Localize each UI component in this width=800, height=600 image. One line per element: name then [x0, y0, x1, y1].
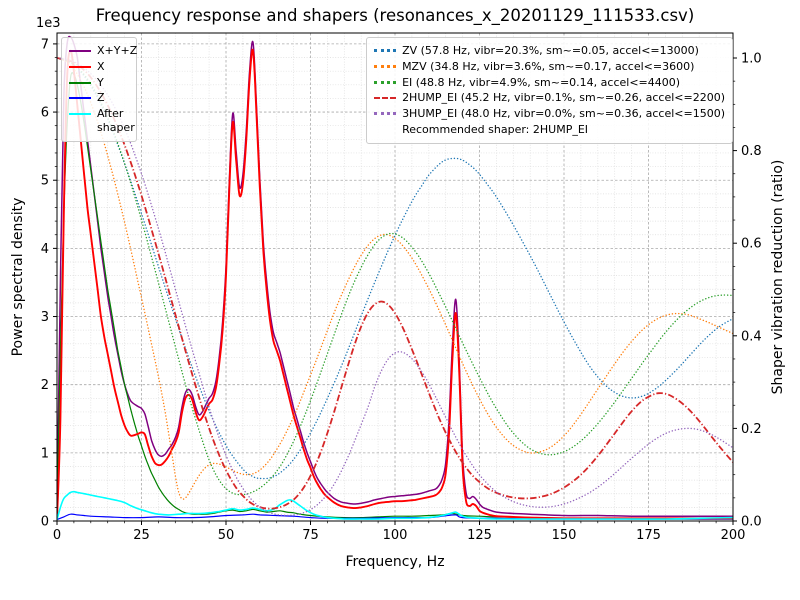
legend-item: MZV (34.8 Hz, vibr=3.6%, sm~=0.17, accel… — [374, 60, 725, 74]
legend-item-label: X+Y+Z — [97, 44, 138, 57]
legend-item-label: MZV (34.8 Hz, vibr=3.6%, sm~=0.17, accel… — [402, 59, 695, 73]
recommended-shaper-note: Recommended shaper: 2HUMP_EI — [374, 123, 725, 137]
legend-shapers: ZV (57.8 Hz, vibr=20.3%, sm~=0.05, accel… — [366, 37, 733, 144]
legend-item: 3HUMP_EI (48.0 Hz, vibr=0.0%, sm~=0.36, … — [374, 107, 725, 121]
legend-line-sample — [69, 65, 91, 68]
chart-title: Frequency response and shapers (resonanc… — [95, 6, 695, 25]
y-left-tick-label: 3 — [41, 310, 49, 325]
legend-item: Z — [69, 91, 129, 105]
y-right-tick-label: 0.2 — [741, 422, 762, 437]
legend-psd: X+Y+Z X Y Z After shaper — [61, 37, 137, 142]
x-tick-label: 125 — [467, 528, 492, 543]
legend-line-sample — [69, 50, 91, 52]
y-left-tick-label: 7 — [41, 37, 49, 52]
psd-line-y — [57, 72, 733, 520]
y-left-tick-label: 5 — [41, 174, 49, 189]
x-axis-label: Frequency, Hz — [345, 554, 445, 570]
psd — [57, 35, 733, 521]
axis-offset-label: 1e3 — [36, 16, 61, 31]
x-tick-label: 25 — [133, 528, 150, 543]
shaper — [57, 57, 733, 517]
psd-line-x — [57, 48, 733, 520]
y-left-tick-label: 0 — [41, 515, 49, 530]
shaper-line-mzv — [57, 57, 733, 500]
legend-line-sample — [374, 64, 397, 68]
axis-ticks: 0 25 50 75 100 125 150 175 200 0 1 2 3 4 5 6 7 0.0 0.2 0.4 0… — [41, 37, 762, 543]
legend-item-label: EI (48.8 Hz, vibr=4.9%, sm~=0.14, accel<… — [402, 75, 681, 89]
shaper-line-ei — [57, 57, 733, 496]
y-axis-label-left: Power spectral density — [10, 197, 26, 357]
legend-item: EI (48.8 Hz, vibr=4.9%, sm~=0.14, accel<… — [374, 76, 725, 90]
y-left-tick-label: 6 — [41, 106, 49, 121]
legend-item-label: X — [97, 59, 105, 73]
y-left-tick-label: 2 — [41, 378, 49, 393]
y-right-tick-label: 0.0 — [741, 515, 762, 530]
legend-line-sample — [374, 97, 397, 100]
legend-line-sample — [69, 113, 91, 115]
shaper-line-2hump-ei — [57, 57, 733, 510]
recommended-shaper-text: Recommended shaper: 2HUMP_EI — [402, 122, 589, 136]
legend-item: X+Y+Z — [69, 44, 137, 58]
shaper-line-3hump-ei — [57, 57, 733, 517]
y-right-tick-label: 1.0 — [741, 52, 762, 67]
legend-item: ZV (57.8 Hz, vibr=20.3%, sm~=0.05, accel… — [374, 44, 725, 58]
y-left-tick-label: 4 — [41, 242, 49, 257]
legend-line-sample — [69, 81, 91, 84]
x-tick-label: 150 — [552, 528, 577, 543]
legend-line-sample — [374, 80, 397, 84]
y-right-tick-label: 0.6 — [741, 237, 762, 252]
y-right-tick-label: 0.4 — [741, 329, 762, 344]
legend-line-sample — [69, 97, 91, 100]
x-tick-label: 200 — [721, 528, 746, 543]
x-tick-label: 50 — [218, 528, 235, 543]
legend-item-label: 3HUMP_EI (48.0 Hz, vibr=0.0%, sm~=0.36, … — [402, 107, 725, 120]
legend-item-label: After shaper — [97, 107, 135, 134]
legend-item: After shaper — [69, 107, 135, 135]
y-right-tick-label: 0.8 — [741, 144, 762, 159]
x-tick-label: 100 — [383, 528, 408, 543]
legend-item: Y — [69, 76, 129, 90]
legend-item-label: Y — [97, 75, 104, 89]
y-left-tick-label: 1 — [41, 446, 49, 461]
legend-line-sample — [374, 112, 397, 115]
legend-item-label: Z — [97, 91, 105, 105]
legend-item: X — [69, 60, 129, 74]
legend-item-label: 2HUMP_EI (45.2 Hz, vibr=0.1%, sm~=0.26, … — [402, 91, 725, 105]
x-tick-label: 175 — [636, 528, 661, 543]
y-axis-label-right: Shaper vibration reduction (ratio) — [770, 159, 786, 395]
legend-item: 2HUMP_EI (45.2 Hz, vibr=0.1%, sm~=0.26, … — [374, 91, 725, 105]
x-tick-label: 0 — [53, 528, 61, 543]
legend-line-sample — [374, 49, 397, 52]
x-tick-label: 75 — [302, 528, 319, 543]
legend-item-label: ZV (57.8 Hz, vibr=20.3%, sm~=0.05, accel… — [402, 44, 699, 57]
